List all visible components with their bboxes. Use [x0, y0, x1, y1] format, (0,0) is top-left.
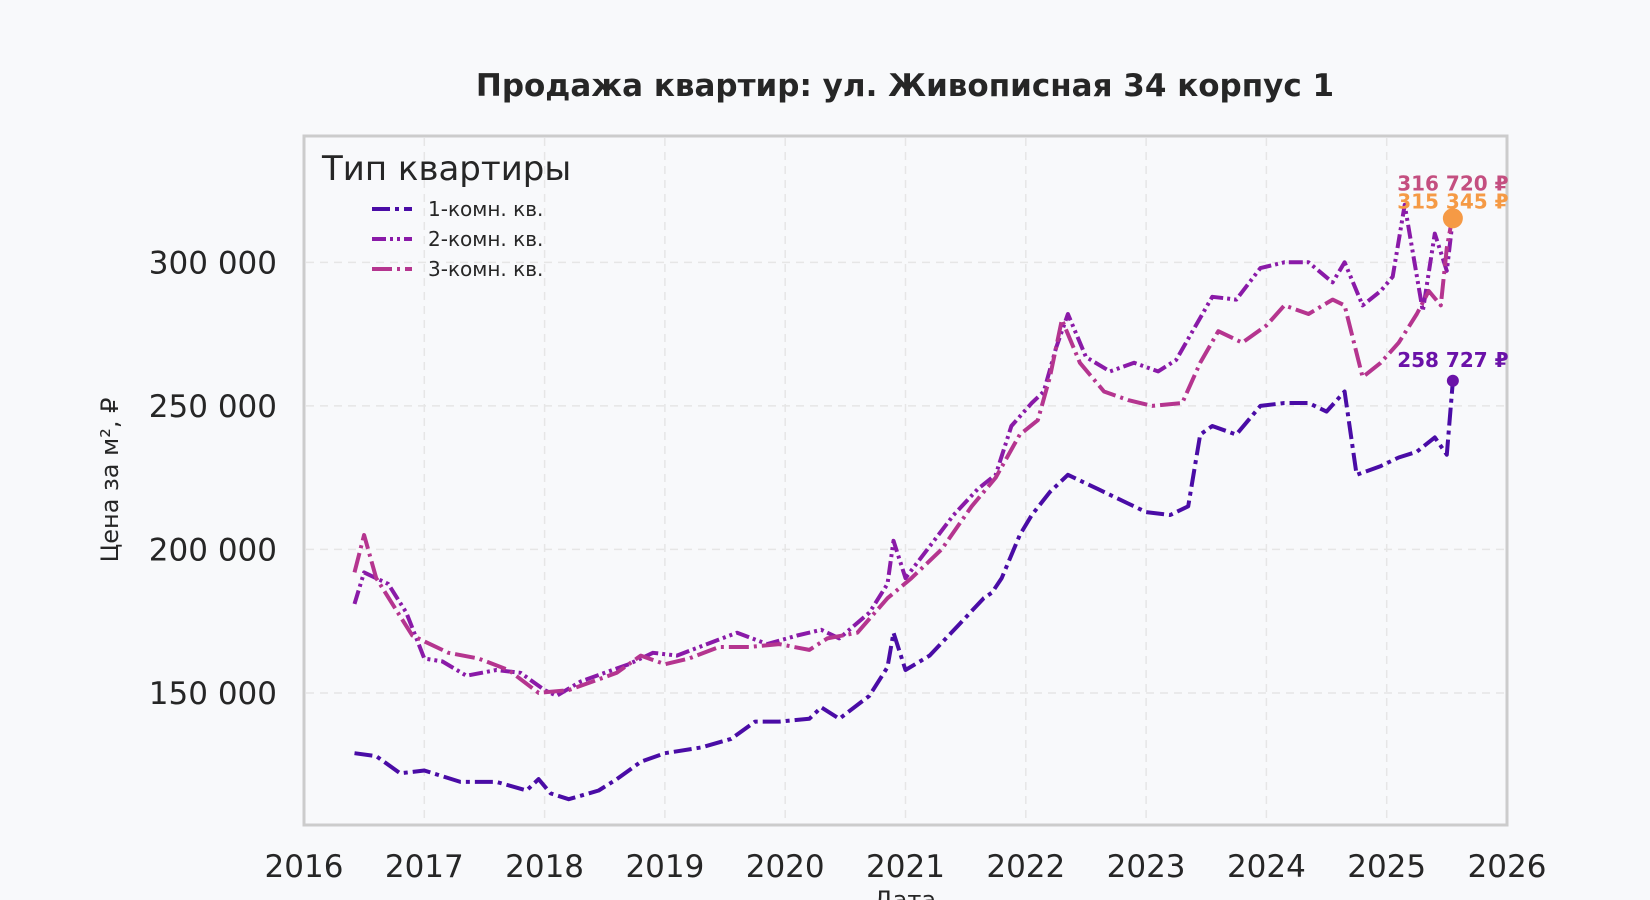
grid — [306, 138, 1505, 823]
x-tick-label: 2022 — [986, 849, 1065, 885]
y-tick-label: 200 000 — [149, 532, 277, 568]
x-tick-label: 2019 — [625, 849, 704, 885]
series-line-1 — [354, 380, 1455, 802]
annotation-label: 315 345 ₽ — [1397, 189, 1508, 213]
x-tick-label: 2018 — [505, 849, 584, 885]
annotation-label: 316 720 ₽ — [1397, 171, 1508, 195]
annotation-label: 258 727 ₽ — [1397, 348, 1508, 372]
y-ticks: 150 000 200 000 250 000 300 000 — [149, 245, 277, 712]
x-tick-label: 2016 — [265, 849, 344, 885]
legend-title: Тип квартиры — [321, 149, 571, 189]
legend-label: 1-комн. кв. — [428, 197, 543, 221]
x-tick-label: 2024 — [1227, 849, 1306, 885]
x-tick-label: 2017 — [385, 849, 464, 885]
x-tick-label: 2026 — [1468, 849, 1547, 885]
end-point-marker — [1446, 374, 1459, 387]
y-tick-label: 300 000 — [149, 245, 277, 281]
y-tick-label: 150 000 — [149, 676, 277, 712]
x-ticks: 2016 2017 2018 2019 2020 2021 2022 2023 2024 2025… — [265, 849, 1547, 885]
series-line-3 — [352, 213, 1455, 695]
x-tick-label: 2025 — [1347, 849, 1426, 885]
legend-label: 2-комн. кв. — [428, 227, 543, 251]
end-point-marker — [1442, 208, 1463, 229]
x-axis-label: Дата — [874, 886, 936, 900]
annotations: 316 720 ₽315 345 ₽ 258 727 ₽ — [1397, 171, 1508, 371]
legend: Тип квартиры 1-комн. кв. 2-комн. кв. 3-ком… — [321, 149, 571, 281]
y-tick-label: 250 000 — [149, 389, 277, 425]
y-axis-label: Цена за м², ₽ — [96, 398, 124, 563]
end-points — [1442, 208, 1463, 387]
series-layer — [352, 202, 1455, 802]
chart-title: Продажа квартир: ул. Живописная 34 корпу… — [476, 68, 1334, 104]
x-tick-label: 2021 — [866, 849, 945, 885]
legend-label: 3-комн. кв. — [428, 257, 543, 281]
x-tick-label: 2023 — [1107, 849, 1186, 885]
x-tick-label: 2020 — [746, 849, 825, 885]
